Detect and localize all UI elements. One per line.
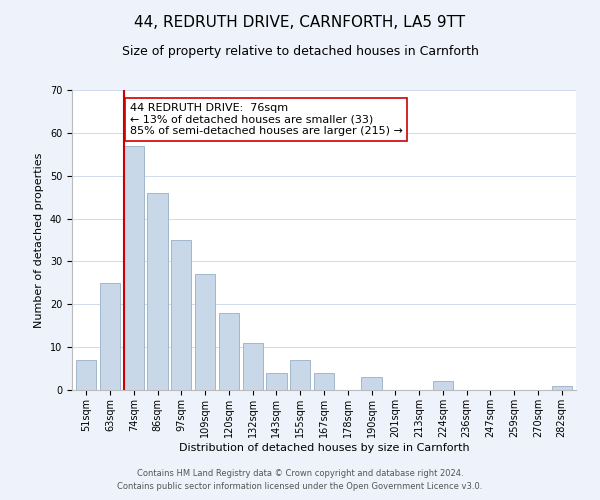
Bar bbox=[290, 360, 310, 390]
Bar bbox=[266, 373, 287, 390]
Bar bbox=[551, 386, 572, 390]
Bar bbox=[148, 193, 167, 390]
X-axis label: Distribution of detached houses by size in Carnforth: Distribution of detached houses by size … bbox=[179, 442, 469, 452]
Y-axis label: Number of detached properties: Number of detached properties bbox=[34, 152, 44, 328]
Text: 44 REDRUTH DRIVE:  76sqm
← 13% of detached houses are smaller (33)
85% of semi-d: 44 REDRUTH DRIVE: 76sqm ← 13% of detache… bbox=[130, 103, 403, 136]
Text: Contains HM Land Registry data © Crown copyright and database right 2024.: Contains HM Land Registry data © Crown c… bbox=[137, 468, 463, 477]
Bar bbox=[361, 377, 382, 390]
Text: Contains public sector information licensed under the Open Government Licence v3: Contains public sector information licen… bbox=[118, 482, 482, 491]
Bar bbox=[195, 274, 215, 390]
Text: 44, REDRUTH DRIVE, CARNFORTH, LA5 9TT: 44, REDRUTH DRIVE, CARNFORTH, LA5 9TT bbox=[134, 15, 466, 30]
Bar bbox=[124, 146, 144, 390]
Bar bbox=[100, 283, 120, 390]
Bar bbox=[433, 382, 453, 390]
Bar bbox=[242, 343, 263, 390]
Bar bbox=[219, 313, 239, 390]
Bar bbox=[171, 240, 191, 390]
Bar bbox=[76, 360, 97, 390]
Bar bbox=[314, 373, 334, 390]
Text: Size of property relative to detached houses in Carnforth: Size of property relative to detached ho… bbox=[122, 45, 478, 58]
